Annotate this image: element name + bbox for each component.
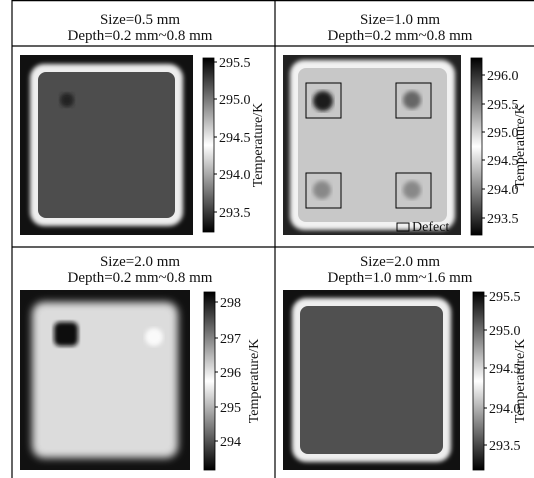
colorbar xyxy=(471,58,482,235)
colorbar-tick-label: 293.5 xyxy=(489,439,521,454)
colorbar-tick-label: 294.5 xyxy=(219,131,251,146)
colorbar-tick-label: 296 xyxy=(220,366,241,381)
panel-depth: Depth=0.2 mm~0.8 mm xyxy=(68,270,213,286)
colorbar-label: Temperature/K xyxy=(251,103,266,188)
panel-depth: Depth=1.0 mm~1.6 mm xyxy=(328,270,473,286)
thermal-image xyxy=(20,290,190,470)
colorbar-tick-label: 293.5 xyxy=(219,206,251,221)
thermal-image xyxy=(283,55,461,235)
panel-depth: Depth=0.2 mm~0.8 mm xyxy=(328,28,473,44)
colorbar-tick-label: 295.0 xyxy=(219,93,251,108)
colorbar-tick-label: 294.0 xyxy=(219,168,251,183)
colorbar xyxy=(473,292,484,470)
colorbar-tick-label: 295.5 xyxy=(219,56,251,71)
panel-size: Size=2.0 mm xyxy=(100,254,180,270)
legend-label: Defect xyxy=(412,220,449,235)
figure: Size=0.5 mmDepth=0.2 mm~0.8 mm295.5295.0… xyxy=(0,0,534,478)
colorbar xyxy=(203,58,214,232)
panel-size: Size=0.5 mm xyxy=(100,12,180,28)
colorbar-tick-label: 295.5 xyxy=(489,290,521,305)
panel-size: Size=2.0 mm xyxy=(360,254,440,270)
panel-depth: Depth=0.2 mm~0.8 mm xyxy=(68,28,213,44)
colorbar xyxy=(204,292,215,470)
colorbar-tick-label: 296.0 xyxy=(487,69,519,84)
colorbar-label: Temperature/K xyxy=(247,339,262,424)
colorbar-tick-label: 297 xyxy=(220,332,241,347)
thermal-image xyxy=(283,290,460,470)
colorbar-tick-label: 298 xyxy=(220,296,241,311)
thermal-image xyxy=(20,55,193,235)
colorbar-tick-label: 295 xyxy=(220,401,241,416)
colorbar-tick-label: 295.0 xyxy=(489,324,521,339)
colorbar-label: Temperature/K xyxy=(513,104,528,189)
colorbar-tick-label: 294 xyxy=(220,435,241,450)
colorbar-label: Temperature/K xyxy=(513,339,528,424)
colorbar-tick-label: 293.5 xyxy=(487,212,519,227)
panel-size: Size=1.0 mm xyxy=(360,12,440,28)
